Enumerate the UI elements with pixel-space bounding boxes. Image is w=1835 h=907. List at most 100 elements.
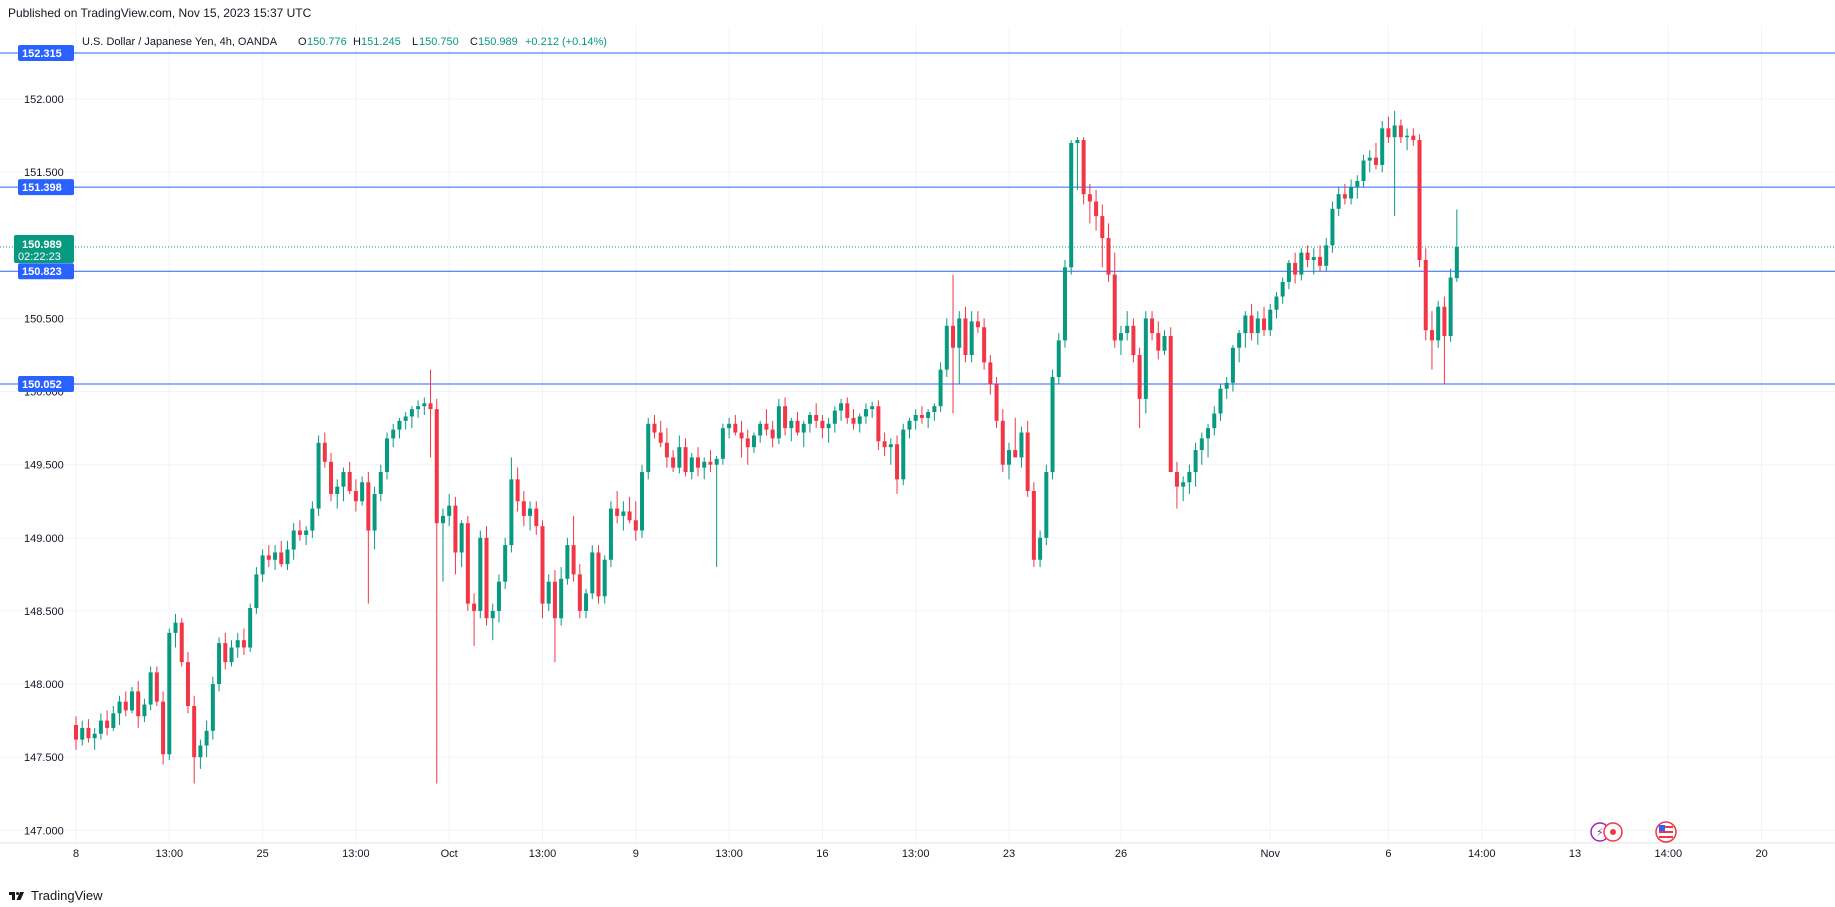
candle-body xyxy=(1355,181,1360,187)
candle-body xyxy=(1106,238,1111,275)
candle-body xyxy=(129,691,134,711)
x-tick-label: 8 xyxy=(73,848,79,860)
candle-body xyxy=(708,461,713,465)
candle-body xyxy=(1318,257,1322,266)
candle-body xyxy=(957,318,962,348)
candlestick-chart[interactable]: 147.000 147.500 148.000 148.500 149.000 149.5… xyxy=(0,26,1835,882)
event-dot-center-icon xyxy=(1610,829,1616,835)
candle-body xyxy=(297,530,302,535)
candle-body xyxy=(1367,157,1372,161)
candle-body xyxy=(615,508,620,516)
candle-body xyxy=(534,508,539,527)
candle-body xyxy=(1224,382,1229,389)
candle-body xyxy=(951,325,956,348)
candle-body xyxy=(74,725,78,740)
candle-body xyxy=(944,325,949,370)
price-tag-label: 150.052 xyxy=(22,379,62,391)
candle-body xyxy=(229,647,234,663)
candle-body xyxy=(1007,450,1011,465)
candle-body xyxy=(148,672,153,705)
candle-body xyxy=(341,472,346,487)
price-tag-box xyxy=(18,179,74,196)
candle-body xyxy=(938,369,943,407)
candle-body xyxy=(982,327,987,363)
price-axis: 147.000 147.500 148.000 148.500 149.000 149.5… xyxy=(24,94,64,837)
candle-body xyxy=(161,701,166,755)
candle-body xyxy=(173,622,178,633)
candle-body xyxy=(192,706,197,758)
candle-body xyxy=(1162,336,1167,351)
candle-body xyxy=(1417,140,1422,260)
candle-body xyxy=(671,457,676,468)
candle-body xyxy=(776,406,781,439)
x-tick-label: 20 xyxy=(1755,848,1767,860)
candle-body xyxy=(1087,194,1092,202)
candle-body xyxy=(515,479,520,502)
candle-body xyxy=(1230,347,1235,383)
x-tick-label: 13 xyxy=(1569,848,1581,860)
x-tick-label: Nov xyxy=(1260,848,1280,860)
candle-body xyxy=(820,420,825,429)
candle-body xyxy=(633,520,638,531)
y-tick-label: 150.500 xyxy=(24,313,64,325)
candle-body xyxy=(1349,186,1354,199)
candle-body xyxy=(770,429,775,439)
candle-body xyxy=(1442,306,1447,337)
candle-body xyxy=(105,720,110,728)
candle-body xyxy=(142,704,147,717)
tradingview-logo-icon xyxy=(9,891,24,900)
footer-brand[interactable]: TradingView xyxy=(8,888,103,903)
y-tick-label: 147.500 xyxy=(24,752,64,764)
candle-body xyxy=(745,438,750,448)
candle-body xyxy=(204,730,209,746)
x-tick-label: Oct xyxy=(441,848,458,860)
candle-body xyxy=(1380,128,1385,165)
candle-body xyxy=(428,403,433,410)
candle-body xyxy=(1137,355,1142,399)
horizontal-levels xyxy=(0,52,1835,385)
candle-body xyxy=(1150,318,1155,334)
x-tick-label: 13:00 xyxy=(715,848,743,860)
x-tick-label: 9 xyxy=(633,848,639,860)
candle-body xyxy=(596,552,601,597)
candle-body xyxy=(1218,388,1223,414)
candle-body xyxy=(1262,318,1267,331)
candle-body xyxy=(839,403,844,411)
candle-body xyxy=(403,416,408,421)
price-tag-label: 151.398 xyxy=(22,182,62,194)
candle-body xyxy=(329,461,334,494)
candle-body xyxy=(683,447,688,473)
candle-body xyxy=(198,745,203,758)
candle-body xyxy=(602,559,607,597)
candle-body xyxy=(577,574,582,611)
x-tick-label: 13:00 xyxy=(156,848,184,860)
candle-body xyxy=(988,362,993,385)
candle-body xyxy=(870,406,875,410)
candle-body xyxy=(378,472,383,494)
candle-body xyxy=(1392,125,1397,138)
candle-body xyxy=(1361,160,1366,182)
candle-body xyxy=(484,537,489,619)
candle-body xyxy=(814,414,819,421)
grid-lines xyxy=(0,26,1835,842)
candle-body xyxy=(1131,325,1136,356)
candle-body xyxy=(92,733,97,739)
candle-body xyxy=(1448,277,1453,337)
candle-body xyxy=(640,472,645,531)
legend-open-value: 150.776 xyxy=(307,36,347,48)
candle-body xyxy=(1187,472,1192,483)
candle-body xyxy=(1286,262,1291,282)
candle-body xyxy=(807,414,812,424)
candle-body xyxy=(385,438,389,473)
candle-body xyxy=(801,423,806,433)
candle-body xyxy=(496,581,501,611)
candle-body xyxy=(845,403,850,418)
candle-body xyxy=(1280,281,1285,297)
chart-frame[interactable]: 147.000 147.500 148.000 148.500 149.000 149.5… xyxy=(0,26,1835,882)
candle-body xyxy=(789,420,794,429)
candle-body xyxy=(509,479,514,546)
candle-body xyxy=(416,406,421,410)
us-flag-stripes-icon xyxy=(1659,836,1673,838)
candle-body xyxy=(1436,306,1441,341)
candle-body xyxy=(571,545,576,575)
